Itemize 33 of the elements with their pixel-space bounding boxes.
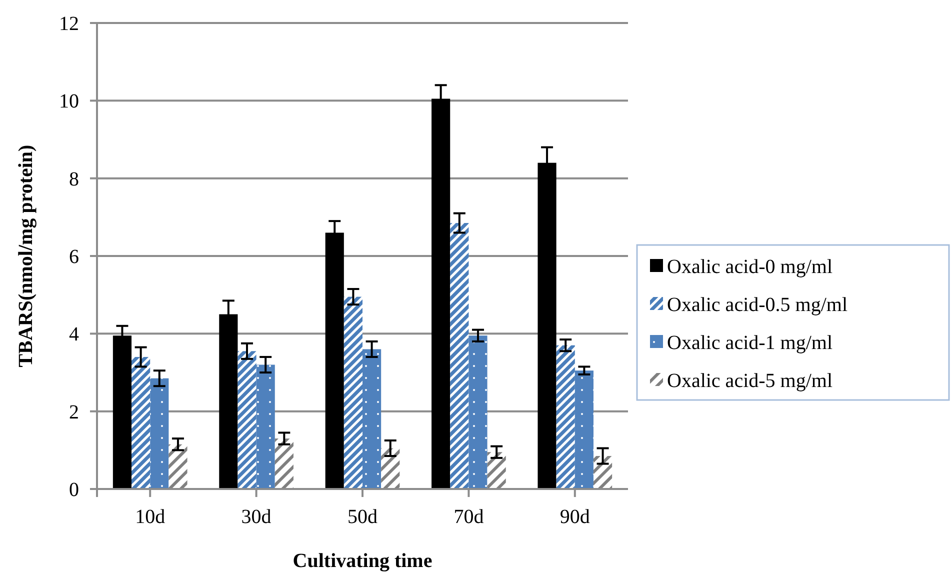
x-tick-label: 90d <box>560 506 590 528</box>
bar <box>344 296 362 489</box>
bar <box>381 448 400 489</box>
y-tick-label: 2 <box>69 401 79 424</box>
bar <box>150 378 169 489</box>
bar <box>168 444 188 489</box>
x-tick-label: 30d <box>241 506 272 528</box>
bar <box>274 438 294 489</box>
bar <box>132 356 150 489</box>
bar <box>256 364 275 489</box>
x-tick-label: 70d <box>454 506 484 528</box>
bar <box>556 345 575 489</box>
bar <box>450 222 469 489</box>
legend-label: Oxalic acid-1 mg/ml <box>667 332 833 354</box>
x-axis-title: Cultivating time <box>292 550 432 572</box>
y-tick-label: 12 <box>59 13 79 35</box>
bar <box>574 370 594 489</box>
x-tick-label: 10d <box>135 506 166 528</box>
y-tick-label: 4 <box>69 324 79 346</box>
bar <box>487 452 506 489</box>
x-tick-label: 50d <box>348 506 378 528</box>
bar <box>593 456 612 489</box>
y-tick-label: 10 <box>59 90 79 113</box>
y-tick-label: 0 <box>69 479 79 501</box>
y-axis-title: TBARS(nmol/mg protein) <box>15 144 37 368</box>
legend-label: Oxalic acid-5 mg/ml <box>667 370 833 392</box>
y-tick-label: 8 <box>69 168 79 190</box>
legend-label: Oxalic acid-0 mg/ml <box>667 256 833 278</box>
legend-label: Oxalic acid-0.5 mg/ml <box>667 294 848 316</box>
bar <box>468 336 488 489</box>
bar <box>238 351 256 489</box>
y-tick-label: 6 <box>69 246 79 268</box>
bar <box>362 349 382 489</box>
